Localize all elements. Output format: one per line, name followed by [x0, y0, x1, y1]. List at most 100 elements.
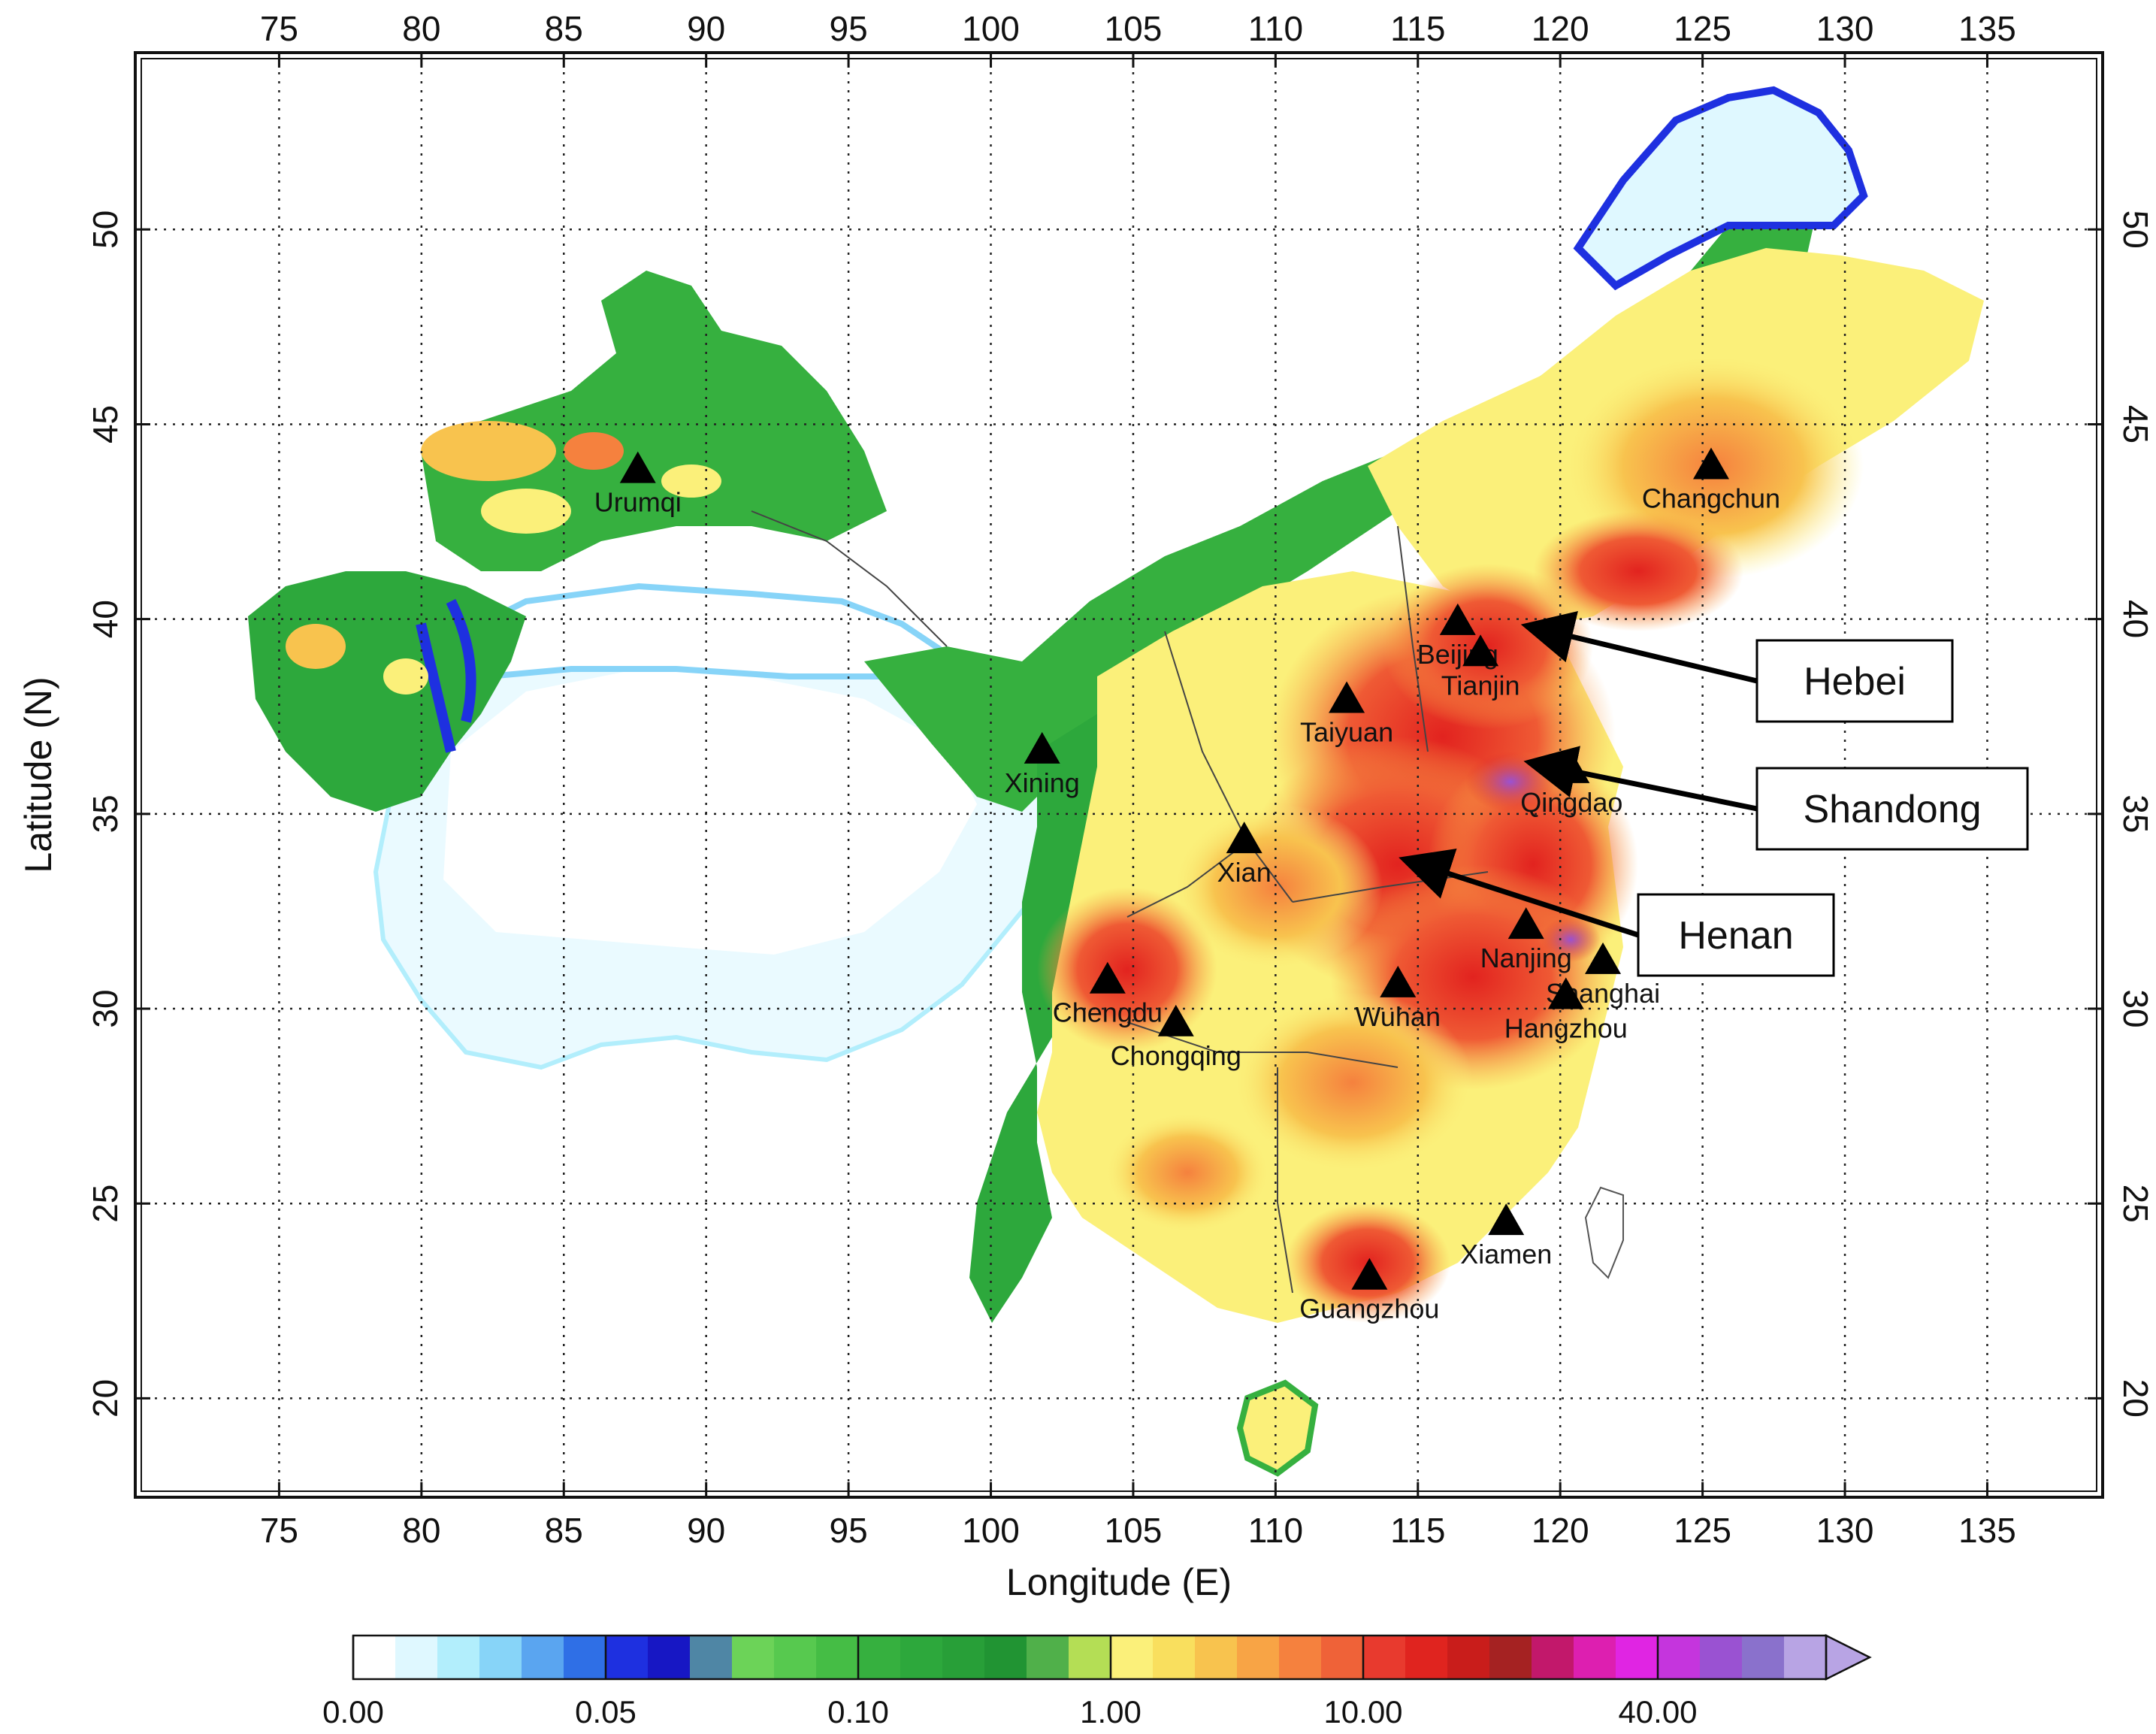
hotspot-liaoning: [1533, 511, 1743, 631]
colorbar-swatch: [522, 1636, 564, 1679]
region-taiwan: [1584, 1186, 1624, 1279]
lat-tick-label-left: 20: [86, 1379, 125, 1418]
lon-tick-label-top: 125: [1674, 9, 1731, 48]
colorbar-label: 0.10: [827, 1694, 889, 1729]
colorbar-swatch: [942, 1636, 985, 1679]
colorbar: 0.00 0.05 0.10 1.00 10.00 40.00: [322, 1633, 1872, 1729]
map-grid: [137, 54, 2101, 1496]
lat-tick-label-left: 30: [86, 989, 125, 1027]
colorbar-extend-arrow: [1825, 1633, 1872, 1681]
colorbar-label: 40.00: [1618, 1694, 1697, 1729]
lon-tick-label-top: 110: [1248, 9, 1303, 48]
colorbar-swatch: [1195, 1636, 1238, 1679]
city-label: Tianjin: [1441, 670, 1520, 701]
colorbar-label: 0.00: [322, 1694, 384, 1729]
colorbar-label: 0.05: [575, 1694, 637, 1729]
city-marker-triangle: [1089, 961, 1126, 994]
axis-ticks: 75 75 80 80 85 85 90 90 95 95 100 100 105 105 110 110 11…: [86, 9, 2155, 1550]
city-marker-triangle: [1488, 1203, 1525, 1236]
city-label: Qingdao: [1520, 787, 1622, 818]
colorbar-swatch: [774, 1636, 817, 1679]
city-marker-triangle: [619, 451, 656, 483]
colorbar-swatch: [1574, 1636, 1616, 1679]
lon-tick-label-bottom: 105: [1105, 1511, 1163, 1550]
colorbar-swatch: [395, 1636, 438, 1679]
lon-tick-label-top: 135: [1958, 9, 2016, 48]
lon-tick-label-top: 105: [1105, 9, 1163, 48]
city-marker-triangle: [1585, 942, 1622, 974]
lon-tick-label-top: 90: [687, 9, 725, 48]
city-label: Chongqing: [1111, 1040, 1241, 1071]
city-label: Nanjing: [1480, 943, 1572, 973]
lon-tick-label-bottom: 115: [1390, 1511, 1445, 1550]
colorbar-label: 10.00: [1323, 1694, 1402, 1729]
city-marker-triangle: [1024, 731, 1060, 764]
lat-tick-label-left: 25: [86, 1185, 125, 1223]
colorbar-swatch: [1405, 1636, 1448, 1679]
lat-tick-label-right: 35: [2116, 794, 2155, 833]
city-marker-triangle: [1157, 1004, 1194, 1036]
colorbar-swatch: [1616, 1636, 1659, 1679]
colorbar-swatch: [1027, 1636, 1069, 1679]
callout-label: Shandong: [1803, 788, 1981, 831]
callout-label: Hebei: [1804, 660, 1906, 704]
lon-tick-label-top: 85: [545, 9, 583, 48]
province-borders: [751, 510, 1489, 1294]
colorbar-swatch: [437, 1636, 480, 1679]
city-marker-triangle: [1692, 447, 1729, 480]
lat-tick-label-right: 25: [2116, 1185, 2155, 1223]
lon-tick-label-top: 95: [830, 9, 868, 48]
province-callouts: Hebei Shandong Henan: [1399, 611, 2029, 977]
region-hainan: [1236, 1379, 1319, 1477]
colorbar-swatch: [816, 1636, 859, 1679]
colorbar-swatch: [732, 1636, 775, 1679]
lon-tick-label-bottom: 135: [1958, 1511, 2016, 1550]
colorbar-swatch: [900, 1636, 943, 1679]
city-label: Xining: [1005, 767, 1080, 798]
callout-arrow: [1520, 611, 1758, 684]
lon-tick-label-bottom: 130: [1816, 1511, 1874, 1550]
lon-tick-label-bottom: 75: [260, 1511, 298, 1550]
city-label: Xiamen: [1460, 1239, 1552, 1269]
xinjiang-hotspots: [286, 421, 721, 695]
colorbar-swatch: [353, 1636, 396, 1679]
lon-tick-label-top: 80: [402, 9, 440, 48]
city-label: Urumqi: [594, 487, 682, 518]
colorbar-swatch: [606, 1636, 649, 1679]
lon-tick-label-top: 100: [962, 9, 1020, 48]
city-marker-triangle: [1351, 1257, 1388, 1290]
lat-tick-label-left: 50: [86, 210, 125, 249]
city-marker-triangle: [1507, 907, 1544, 940]
city-label: Taiyuan: [1300, 717, 1393, 748]
lon-tick-label-bottom: 110: [1248, 1511, 1303, 1550]
city-label: Guangzhou: [1299, 1294, 1439, 1324]
region-xinjiang-blue: [416, 598, 476, 753]
lat-tick-label-left: 35: [86, 794, 125, 833]
city-label: Chengdu: [1053, 997, 1163, 1028]
colorbar-label: 1.00: [1080, 1694, 1142, 1729]
colorbar-swatch: [1069, 1636, 1111, 1679]
colorbar-swatch: [1784, 1636, 1827, 1679]
callout-box: [1637, 893, 1835, 977]
colorbar-swatch: [1658, 1636, 1701, 1679]
lon-tick-label-bottom: 100: [962, 1511, 1020, 1550]
colorbar-swatch: [1363, 1636, 1406, 1679]
plot-frame-inner: [141, 58, 2097, 1492]
lon-tick-label-bottom: 90: [687, 1511, 725, 1550]
colorbar-swatch: [1153, 1636, 1196, 1679]
colorbar-swatch: [1489, 1636, 1532, 1679]
x-axis-title: Longitude (E): [1006, 1561, 1232, 1603]
colorbar-swatch: [1237, 1636, 1280, 1679]
lon-tick-label-bottom: 125: [1674, 1511, 1731, 1550]
lat-tick-label-right: 50: [2116, 210, 2155, 249]
callout-box: [1755, 639, 1954, 723]
callout-arrow: [1523, 746, 1758, 812]
city-marker-triangle: [1462, 634, 1499, 667]
colorbar-swatch: [1279, 1636, 1322, 1679]
lat-tick-label-right: 20: [2116, 1379, 2155, 1418]
colorbar-swatch: [1532, 1636, 1574, 1679]
city-label: Changchun: [1642, 483, 1780, 513]
lon-tick-label-top: 130: [1816, 9, 1874, 48]
city-label: Hangzhou: [1504, 1012, 1628, 1043]
